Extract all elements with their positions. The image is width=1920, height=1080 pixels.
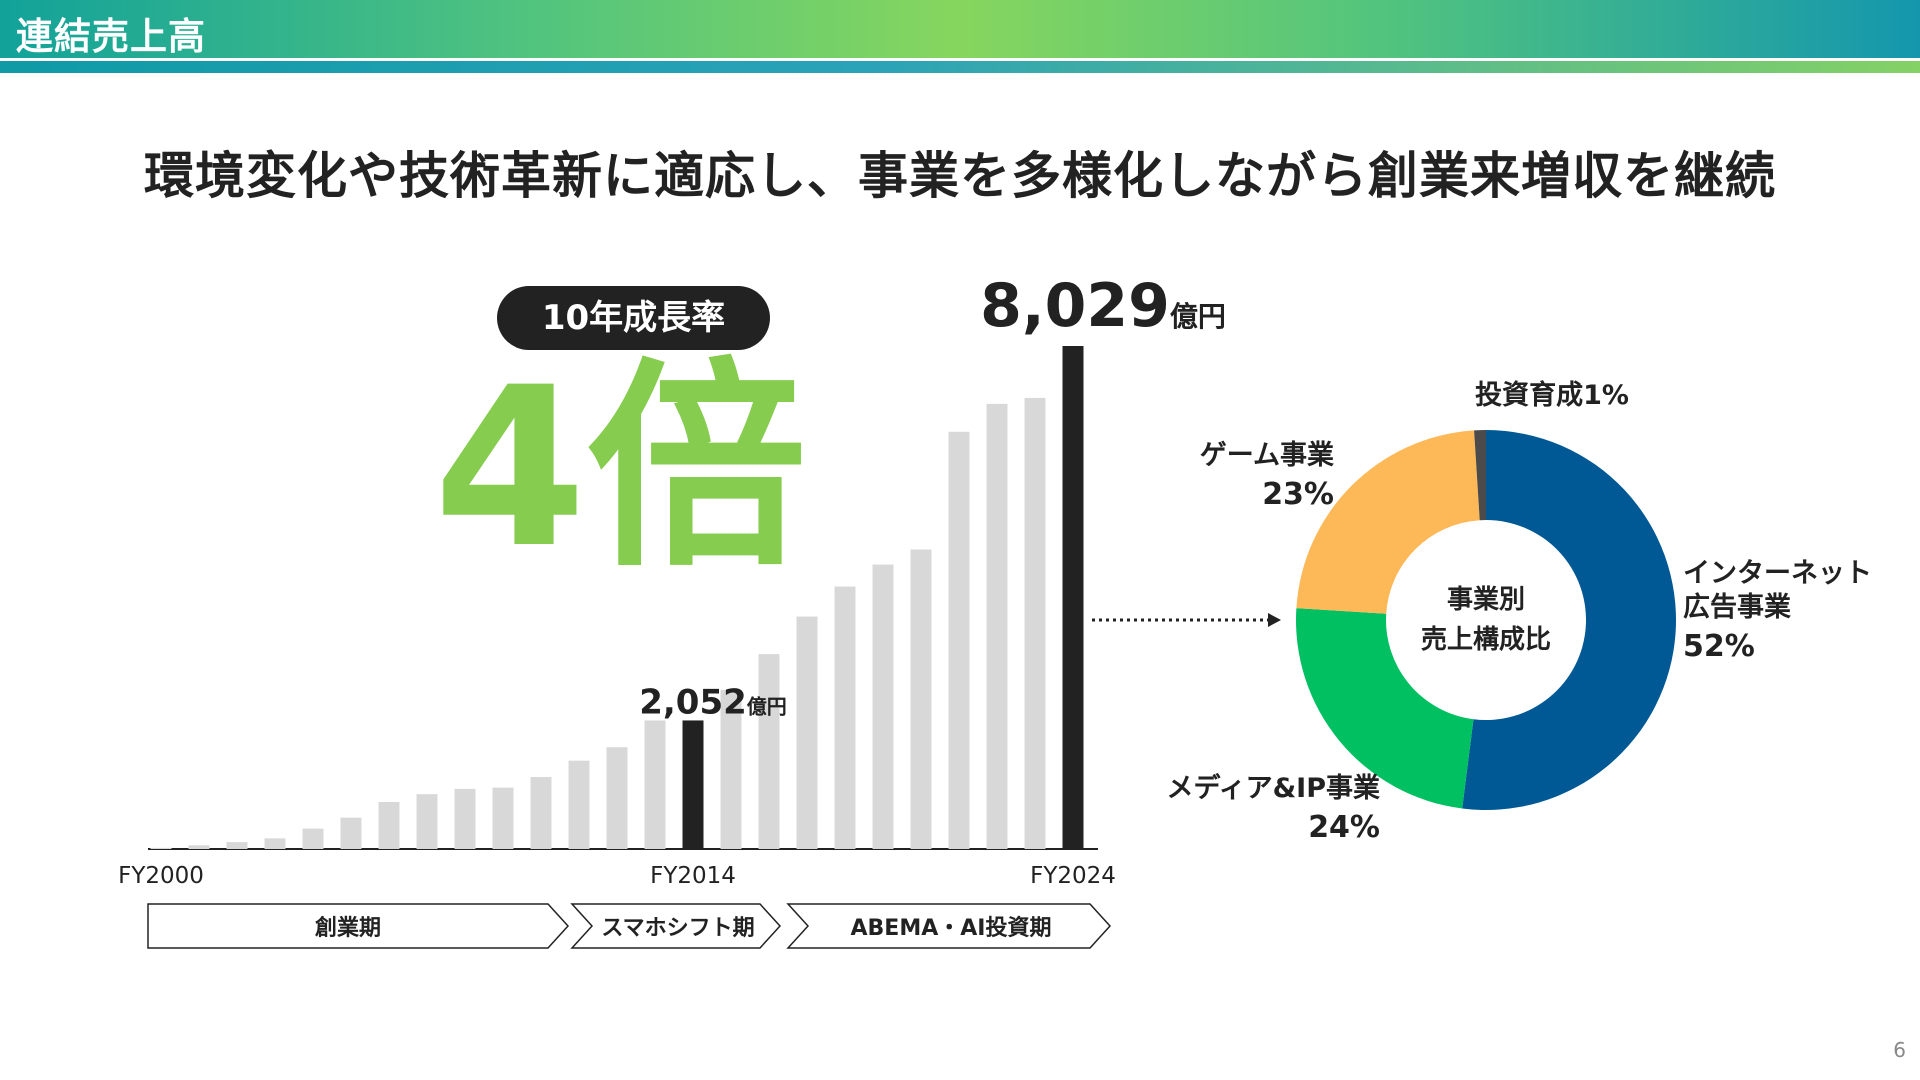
segment-name-label: 投資育成1%	[1475, 379, 1629, 411]
donut-center-label: 売上構成比	[1421, 625, 1551, 655]
segment-name-label: メディア&IP事業	[1167, 772, 1381, 804]
phase-arrow	[786, 903, 1112, 949]
segment-percent-label: 23%	[1262, 477, 1334, 512]
connector-arrow-head	[1268, 613, 1281, 627]
bar-fy2018	[834, 586, 856, 849]
bar-fy2002	[226, 842, 248, 849]
bar-value-number: 8,029	[980, 271, 1170, 341]
bar-fy2007	[416, 794, 438, 849]
bar-fy2017	[796, 616, 818, 849]
bar-value-label: 8,029億円	[980, 271, 1226, 341]
segment-name-label: インターネット	[1683, 558, 1872, 589]
growth-rate-value: 4倍	[433, 340, 807, 596]
bar-fy2016	[758, 654, 780, 849]
donut-slice-0	[1462, 430, 1676, 810]
header-accent-line	[0, 61, 1920, 73]
phase-label: スマホシフト期	[601, 916, 754, 941]
bar-fy2000	[150, 847, 172, 849]
page-number: 6	[1893, 1038, 1906, 1062]
donut-slice-3	[1474, 430, 1486, 521]
bar-value-label: 2,052億円	[639, 682, 787, 722]
x-tick-label: FY2000	[118, 863, 204, 889]
donut-center-label: 事業別	[1447, 585, 1525, 615]
segment-percent-label: 52%	[1683, 629, 1755, 664]
header-bar	[0, 0, 1920, 58]
x-tick-label: FY2024	[1030, 863, 1116, 889]
bar-value-unit: 億円	[747, 694, 787, 718]
bar-fy2015	[720, 689, 742, 849]
bar-fy2012	[606, 747, 628, 849]
bar-value-unit: 億円	[1170, 300, 1226, 333]
bar-fy2022	[986, 403, 1008, 849]
segment-name-label: 広告事業	[1683, 591, 1791, 623]
bar-fy2004	[302, 828, 324, 849]
bar-fy2014	[682, 720, 704, 849]
segment-percent-label: 24%	[1308, 810, 1380, 845]
donut-slice-2	[1296, 430, 1480, 614]
bar-value-number: 2,052	[639, 682, 747, 722]
bar-fy2001	[188, 845, 210, 849]
growth-rate-badge: 10年成長率	[497, 286, 770, 350]
donut-slice-1	[1295, 608, 1474, 809]
bar-fy2010	[530, 776, 552, 849]
bar-fy2003	[264, 838, 286, 849]
bar-fy2024	[1062, 346, 1084, 849]
headline: 環境変化や技術革新に適応し、事業を多様化しながら創業来増収を継続	[144, 147, 1776, 205]
bar-fy2013	[644, 720, 666, 849]
segment-name-label: ゲーム事業	[1200, 440, 1334, 471]
x-tick-label: FY2014	[650, 863, 736, 889]
phase-label: ABEMA・AI投資期	[851, 915, 1052, 941]
phase-label: 創業期	[315, 916, 381, 941]
bar-fy2023	[1024, 397, 1046, 849]
bar-fy2011	[568, 760, 590, 849]
bar-fy2008	[454, 788, 476, 849]
bar-fy2009	[492, 787, 514, 849]
bar-fy2006	[378, 802, 400, 849]
phase-arrow	[147, 903, 570, 949]
bar-fy2019	[872, 564, 894, 849]
slide-title: 連結売上高	[16, 15, 206, 58]
bar-fy2021	[948, 431, 970, 849]
bar-fy2020	[910, 549, 932, 849]
bar-fy2005	[340, 817, 362, 849]
phase-arrow	[570, 903, 782, 949]
